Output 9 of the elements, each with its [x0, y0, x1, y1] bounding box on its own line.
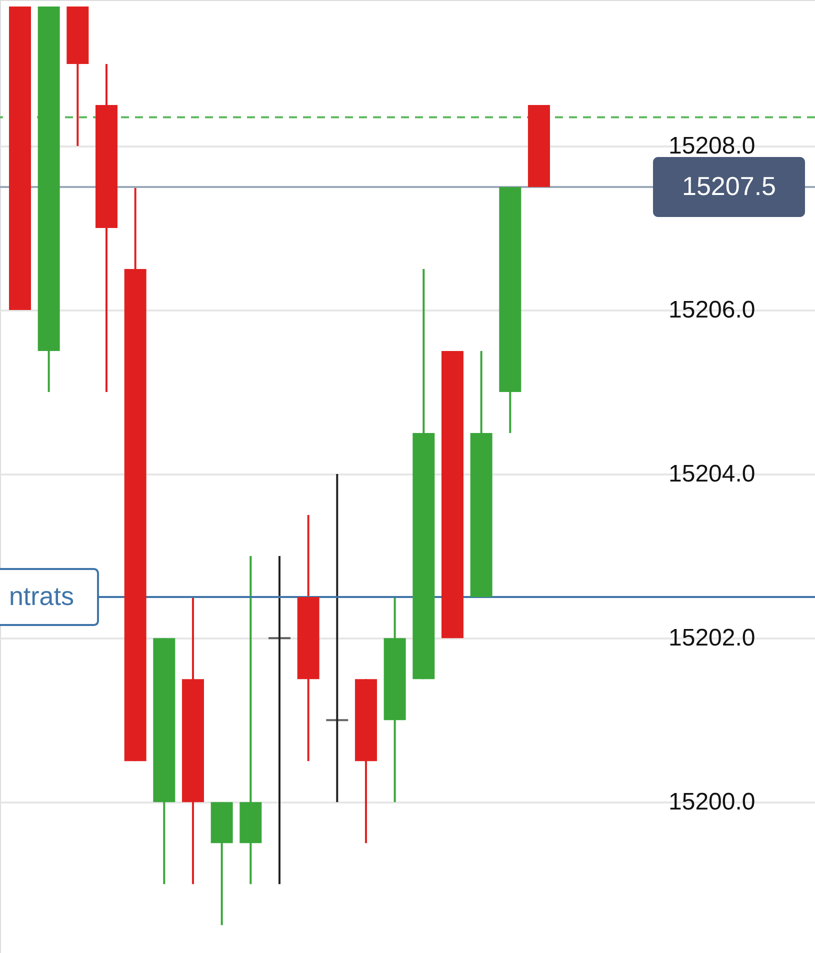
candlestick	[268, 555, 290, 886]
y-tick-label: 15202.0	[668, 624, 756, 652]
y-tick-label: 15200.0	[668, 788, 756, 816]
y-tick-label: 15204.0	[668, 460, 756, 488]
ref-line-label: ntrats	[8, 581, 74, 612]
y-tick-label: 15206.0	[668, 296, 756, 324]
candlestick	[326, 473, 348, 804]
ref-line-label: 15207.5	[682, 170, 776, 201]
y-tick-label: 15208.0	[668, 132, 756, 160]
